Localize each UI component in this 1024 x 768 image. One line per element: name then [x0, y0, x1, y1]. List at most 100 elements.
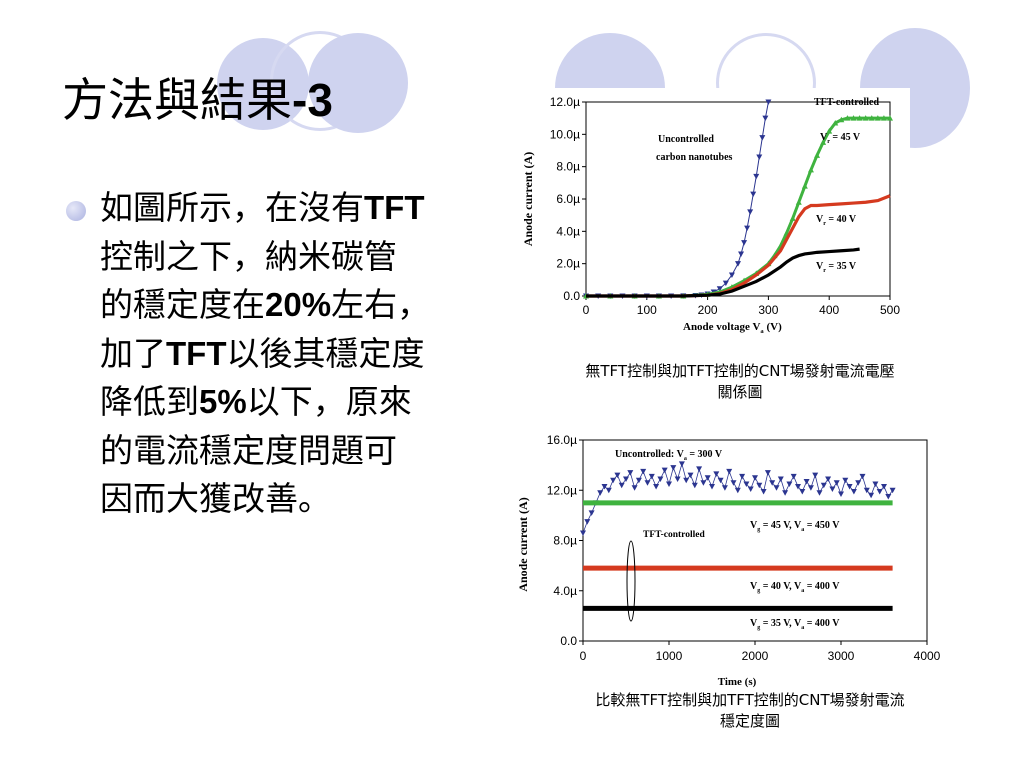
data-point: [790, 473, 797, 480]
chart1-caption: 無TFT控制與加TFT控制的CNT場發射電流電壓 關係圖: [585, 362, 895, 401]
data-point: [726, 468, 733, 475]
y-tick-label: 10.0µ: [550, 127, 580, 141]
series-line-0: [582, 462, 893, 534]
y-tick-label: 8.0µ: [556, 160, 580, 174]
x-tick-label: 100: [637, 303, 657, 317]
data-point: [868, 115, 875, 121]
bullet-text-emphasis: TFT: [166, 334, 227, 372]
x-tick-label: 1000: [656, 649, 683, 663]
data-point: [825, 476, 832, 482]
data-point: [829, 486, 836, 492]
data-point: [750, 191, 757, 198]
series-line-3: [586, 247, 860, 298]
data-point: [717, 477, 724, 484]
data-point: [874, 115, 881, 121]
y-tick-label: 0.0: [563, 289, 580, 303]
data-point: [844, 115, 851, 121]
data-point: [683, 477, 690, 484]
plot-frame: [582, 439, 928, 642]
x-tick-label: 2000: [742, 649, 769, 663]
data-point: [747, 486, 754, 492]
data-point: [773, 485, 780, 491]
data-point: [739, 473, 746, 480]
data-point: [644, 480, 651, 486]
data-point: [584, 519, 591, 525]
data-point: [580, 530, 586, 536]
data-point: [762, 115, 769, 122]
data-point: [820, 482, 827, 489]
data-point: [880, 115, 887, 121]
data-point: [812, 472, 819, 479]
series-label-1: Vr = 45 V: [820, 132, 861, 145]
stability-chart: 0.0 4.0µ 8.0µ 12.0µ 16.0µ 0 1000 2000 3000 4000 An…: [515, 430, 965, 688]
data-point: [678, 461, 685, 467]
data-point: [868, 492, 875, 499]
data-point: [610, 477, 617, 484]
data-point: [747, 209, 754, 215]
data-point: [814, 152, 821, 158]
data-point: [885, 494, 892, 500]
series-label-2: Vr = 40 V: [816, 214, 857, 227]
data-point: [859, 473, 866, 480]
annotation-tft-controlled: TFT-controlled: [814, 97, 879, 108]
data-point: [631, 485, 638, 491]
y-tick-label: 2.0µ: [556, 257, 580, 271]
data-point: [789, 215, 796, 221]
series-label-0: Uncontrolled: Va = 300 V: [615, 449, 723, 462]
y-axis-label: Anode current (A): [516, 497, 530, 591]
data-point: [752, 475, 758, 481]
y-axis-label: Anode current (A): [521, 152, 535, 246]
data-point: [640, 468, 647, 475]
data-point: [730, 480, 737, 486]
x-tick-label: 300: [758, 303, 778, 317]
x-tick-label: 200: [698, 303, 718, 317]
x-tick-label: 400: [819, 303, 839, 317]
iv-curve-chart: 0.0 2.0µ 4.0µ 6.0µ 8.0µ 10.0µ 12.0µ 0 100 200 300 4…: [520, 88, 910, 360]
series-label-3: Vg = 35 V, Va = 400 V: [750, 618, 840, 631]
data-point: [674, 476, 681, 482]
data-point: [618, 482, 625, 489]
data-point: [807, 485, 814, 491]
data-point: [756, 482, 763, 489]
data-point: [820, 139, 827, 145]
x-tick-label: 0: [583, 303, 590, 317]
data-point: [687, 472, 694, 479]
data-point: [614, 472, 621, 479]
data-point: [635, 477, 642, 484]
data-point: [881, 483, 887, 490]
data-point: [799, 489, 806, 495]
data-point: [588, 510, 595, 516]
y-tick-label: 4.0µ: [556, 224, 580, 238]
data-point: [856, 115, 863, 121]
data-point: [795, 483, 801, 490]
slide-title-text: 方法與結果: [62, 73, 292, 127]
data-point: [661, 467, 668, 474]
data-point: [769, 480, 776, 486]
x-axis-label: Time (s): [718, 676, 757, 688]
data-point: [709, 483, 715, 490]
y-tick-label: 16.0µ: [547, 433, 577, 447]
data-point: [657, 476, 664, 482]
data-point: [623, 476, 629, 482]
data-point: [889, 487, 896, 494]
data-point: [666, 481, 672, 487]
series-label-2: Vg = 40 V, Va = 400 V: [750, 581, 840, 594]
data-point: [782, 490, 789, 496]
x-axis-label: Anode voltage Va (V): [683, 321, 782, 335]
data-point: [670, 465, 677, 471]
data-point: [691, 482, 698, 489]
y-tick-label: 4.0µ: [553, 584, 577, 598]
data-point: [753, 173, 760, 180]
data-point: [807, 166, 814, 173]
data-point: [605, 487, 612, 494]
data-point: [721, 485, 728, 491]
data-point: [855, 480, 862, 486]
series-line-2: [586, 194, 891, 298]
x-tick-label: 3000: [828, 649, 855, 663]
data-point: [846, 483, 853, 490]
data-point: [627, 470, 634, 476]
slide-title-suffix: -3: [292, 74, 333, 126]
data-point: [838, 116, 845, 123]
data-point: [850, 115, 857, 121]
data-point: [700, 480, 707, 486]
